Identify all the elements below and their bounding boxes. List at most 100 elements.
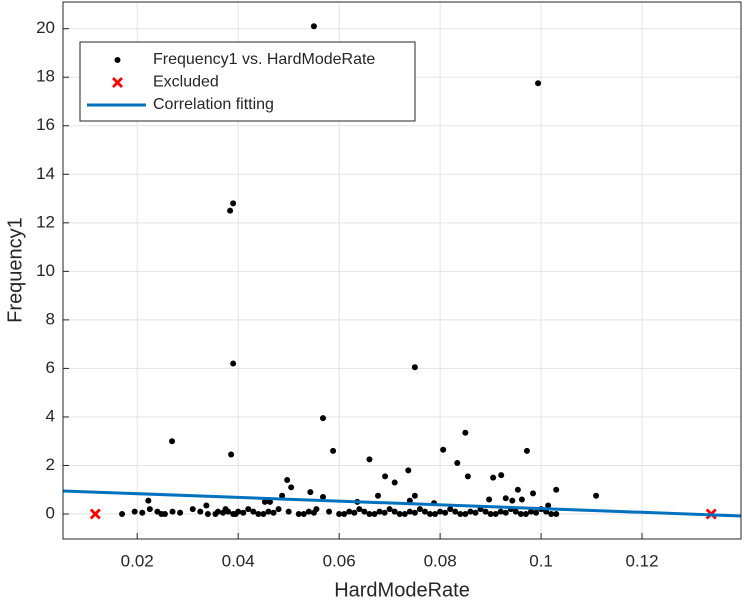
data-point	[204, 511, 211, 518]
data-point	[502, 509, 509, 516]
y-tick-label: 8	[46, 309, 55, 328]
data-point	[437, 508, 444, 515]
data-point	[145, 497, 152, 504]
data-point	[346, 508, 353, 515]
y-tick-label: 12	[36, 212, 55, 231]
data-point	[228, 451, 235, 458]
data-point	[356, 506, 363, 513]
legend-label: Frequency1 vs. HardModeRate	[153, 51, 375, 68]
data-point	[261, 498, 268, 505]
data-point	[502, 495, 509, 502]
data-point	[454, 460, 461, 467]
data-point	[284, 477, 291, 484]
y-tick-label: 4	[46, 406, 55, 425]
data-point	[230, 360, 237, 367]
data-point	[225, 508, 232, 515]
data-point	[517, 511, 524, 518]
data-point	[197, 508, 204, 515]
data-point	[472, 509, 479, 516]
data-point	[235, 508, 242, 515]
data-point	[371, 511, 378, 518]
data-point	[341, 511, 348, 518]
data-point	[527, 508, 534, 515]
data-point	[119, 511, 126, 518]
data-point	[440, 446, 447, 453]
y-tick-label: 2	[46, 455, 55, 474]
y-tick-label: 6	[46, 358, 55, 377]
data-point	[522, 511, 529, 518]
data-point	[250, 508, 257, 515]
x-tick-label: 0.02	[121, 551, 154, 570]
data-point	[452, 508, 459, 515]
data-point	[535, 80, 542, 87]
data-point	[411, 364, 418, 371]
data-point	[447, 506, 454, 513]
data-point	[593, 492, 600, 499]
excluded-point	[89, 508, 101, 520]
data-point	[553, 511, 560, 518]
data-point	[366, 511, 373, 518]
data-point	[169, 438, 176, 445]
data-point	[401, 511, 408, 518]
data-point	[319, 494, 326, 501]
y-axis-label: Frequency1	[4, 217, 26, 323]
data-point	[255, 511, 262, 518]
data-point	[203, 502, 210, 509]
data-point	[518, 496, 525, 503]
y-tick-label: 20	[36, 18, 55, 37]
data-point	[0, 510, 3, 516]
data-point	[545, 502, 552, 509]
data-point	[432, 511, 439, 518]
data-point	[307, 489, 314, 496]
legend-label: Correlation fitting	[153, 96, 274, 113]
data-point	[548, 511, 555, 518]
data-point	[467, 508, 474, 515]
data-point	[351, 509, 358, 516]
data-point	[0, 509, 3, 515]
data-point	[457, 511, 464, 518]
data-point	[416, 506, 423, 513]
data-point	[305, 508, 312, 515]
data-point	[139, 509, 146, 516]
data-point	[295, 511, 302, 518]
data-point	[381, 509, 388, 516]
plot-marks	[0, 23, 741, 520]
y-tick-label: 0	[46, 503, 55, 522]
legend-label: Excluded	[153, 74, 219, 91]
data-point	[177, 509, 184, 516]
legend-swatch	[114, 57, 121, 63]
data-point	[396, 511, 403, 518]
data-point	[146, 506, 153, 513]
data-point	[406, 508, 413, 515]
data-point	[406, 497, 413, 504]
data-point	[391, 508, 398, 515]
data-point	[421, 508, 428, 515]
data-point	[240, 509, 247, 516]
data-point	[492, 511, 499, 518]
legend-box	[79, 41, 416, 122]
data-point	[366, 456, 373, 463]
data-point	[189, 506, 196, 513]
data-point	[509, 497, 516, 504]
x-tick-label: 0.06	[323, 551, 356, 570]
x-axis-label: HardModeRate	[334, 579, 470, 601]
data-point	[361, 508, 368, 515]
data-point	[514, 486, 521, 493]
data-point	[375, 492, 382, 499]
data-point	[336, 511, 343, 518]
data-point	[214, 508, 221, 515]
data-point	[482, 508, 489, 515]
data-point	[230, 200, 237, 207]
data-point	[411, 509, 418, 516]
data-point	[497, 508, 504, 515]
data-point	[227, 207, 234, 214]
data-point	[265, 508, 272, 515]
data-point	[266, 498, 273, 505]
data-point	[386, 506, 393, 513]
data-point	[442, 509, 449, 516]
y-tick-label: 14	[36, 164, 55, 183]
data-point	[487, 511, 494, 518]
x-tick-label: 0.1	[529, 551, 553, 570]
data-point	[464, 473, 471, 480]
